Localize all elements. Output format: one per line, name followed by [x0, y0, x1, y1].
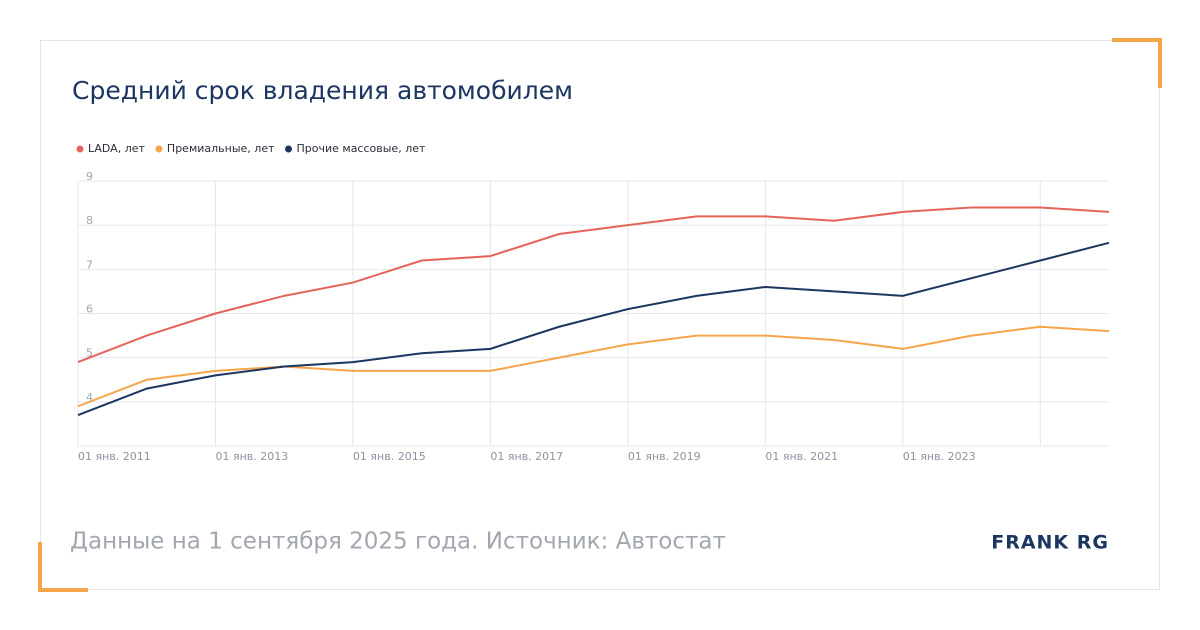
corner — [1112, 38, 1162, 88]
y-tick-label: 8 — [86, 214, 93, 227]
x-tick-label: 01 янв. 2017 — [490, 450, 563, 463]
line — [77, 325, 1110, 408]
legend-label: LADA, лет — [88, 142, 145, 155]
legend-marker — [155, 145, 163, 153]
x-tick-label: 01 янв. 2015 — [353, 450, 426, 463]
legend-marker — [76, 145, 84, 153]
line — [77, 241, 1110, 417]
x-tick-label: 01 янв. 2011 — [78, 450, 151, 463]
y-tick-label: 7 — [86, 258, 93, 271]
x-tick-label: 01 янв. 2021 — [765, 450, 838, 463]
y-tick-label: 9 — [86, 170, 93, 183]
frame — [40, 40, 1160, 590]
legend-label: Прочие массовые, лет — [297, 142, 426, 155]
legend: LADA, лет Премиальные, лет Прочие массовые… — [76, 142, 426, 155]
chart-title: Средний срок владения автомобилем — [72, 76, 573, 105]
line — [77, 206, 1110, 364]
legend-marker — [285, 145, 292, 153]
x-tick-label: 01 янв. 2019 — [628, 450, 701, 463]
brand: FRANK RG — [991, 532, 1109, 554]
y-tick-label: 6 — [86, 303, 93, 316]
y-tick-label: 5 — [86, 347, 93, 360]
x-tick-label: 01 янв. 2023 — [903, 450, 976, 463]
x-tick-label: 01 янв. 2013 — [215, 450, 288, 463]
legend-label: Премиальные, лет — [167, 142, 275, 155]
y-tick-label: 4 — [86, 391, 93, 404]
footnote: Данные на 1 сентября 2025 года. Источник… — [70, 529, 726, 555]
corner — [38, 542, 88, 592]
